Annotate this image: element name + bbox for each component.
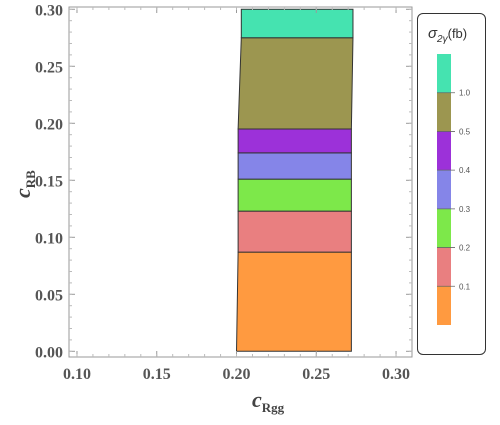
x-axis-label-sub: Rgg bbox=[262, 400, 285, 415]
y-axis-label-main: c bbox=[10, 188, 35, 198]
contour-bands bbox=[236, 8, 354, 352]
axis-ticks: 0.10 0.15 0.20 0.25 0.30 0.00 0.05 0.10 0.15 0.20… bbox=[35, 2, 412, 383]
legend-label: 1.0 bbox=[459, 89, 471, 98]
x-tick-label: 0.25 bbox=[302, 366, 330, 383]
legend-label: 0.3 bbox=[459, 205, 471, 214]
plot-frame bbox=[68, 6, 413, 358]
legend-swatch bbox=[437, 54, 451, 93]
legend-label: 0.5 bbox=[459, 127, 471, 136]
legend-title-sub: 2γ bbox=[436, 34, 449, 45]
y-tick-label: 0.30 bbox=[35, 2, 63, 19]
x-axis-label: cRgg bbox=[252, 387, 285, 415]
x-tick-label: 0.20 bbox=[223, 366, 251, 383]
x-tick-label: 0.15 bbox=[143, 366, 171, 383]
y-tick-label: 0.25 bbox=[35, 59, 63, 76]
legend-labels: 0.1 0.2 0.3 0.4 0.5 1.0 bbox=[459, 89, 471, 292]
y-axis-label-sub: RB bbox=[23, 170, 38, 188]
contour-band-3 bbox=[237, 152, 352, 180]
legend-label: 0.4 bbox=[459, 166, 471, 175]
svg-text:cRB: cRB bbox=[10, 170, 38, 198]
y-axis-label: cRB bbox=[10, 170, 38, 198]
legend-label: 0.1 bbox=[459, 282, 471, 291]
legend-swatch bbox=[437, 170, 451, 209]
legend-title-unit: (fb) bbox=[448, 26, 468, 41]
contour-band-4 bbox=[237, 128, 352, 154]
contour-band-5 bbox=[237, 37, 354, 130]
legend-title: σ2γ(fb) bbox=[428, 25, 467, 45]
legend-swatch bbox=[437, 92, 451, 132]
x-tick-label: 0.10 bbox=[63, 366, 91, 383]
svg-text:cRgg: cRgg bbox=[252, 387, 285, 415]
x-axis-label-main: c bbox=[252, 387, 262, 412]
y-tick-label: 0.00 bbox=[35, 344, 63, 361]
legend-swatch bbox=[437, 247, 451, 287]
contour-band-1 bbox=[237, 210, 352, 253]
legend: σ2γ(fb) 0.1 0.2 0.3 0.4 0.5 1.0 bbox=[417, 13, 486, 355]
x-tick-label: 0.30 bbox=[382, 366, 410, 383]
contour-band-6 bbox=[240, 8, 354, 39]
y-tick-label: 0.15 bbox=[35, 173, 63, 190]
legend-swatch bbox=[437, 131, 451, 171]
y-tick-label: 0.05 bbox=[35, 287, 63, 304]
legend-swatch bbox=[437, 286, 451, 325]
contour-band-0 bbox=[236, 251, 352, 352]
legend-swatch bbox=[437, 208, 451, 248]
legend-label: 0.2 bbox=[459, 244, 471, 253]
y-tick-label: 0.10 bbox=[35, 230, 63, 247]
legend-title-main: σ bbox=[428, 25, 438, 42]
legend-color-bar bbox=[437, 54, 455, 325]
contour-band-2 bbox=[237, 178, 352, 212]
y-tick-label: 0.20 bbox=[35, 116, 63, 133]
